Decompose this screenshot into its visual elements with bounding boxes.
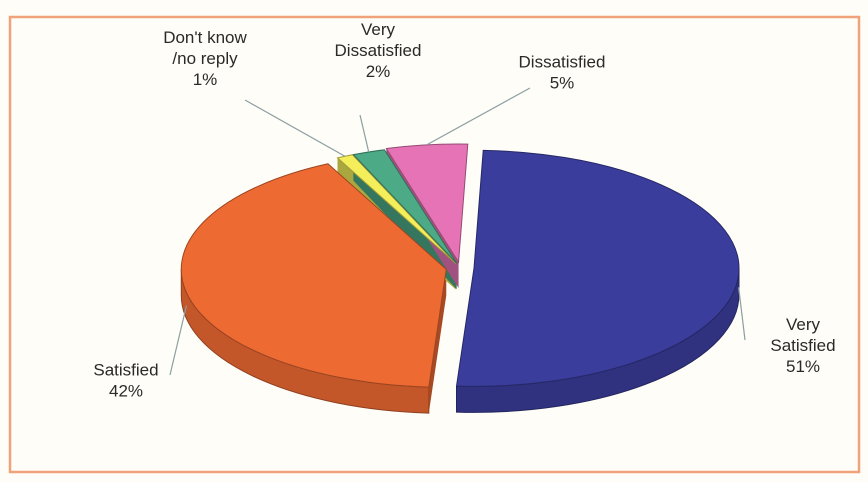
slice-label-3: Dissatisfied (335, 41, 422, 60)
leader-lines (169, 87, 746, 376)
slice-value-label-4: 5% (550, 74, 575, 93)
slice-value-label-3: 2% (366, 62, 391, 81)
slice-value-label-2: 1% (193, 70, 218, 89)
leader-line-2 (244, 99, 346, 157)
slice-4 (385, 143, 469, 264)
slice-label-0: Very (786, 315, 821, 334)
slices-top (180, 143, 740, 388)
slice-value-label-1: 42% (109, 382, 143, 401)
slice-labels: Very Satisfied 51% Satisfied 42% Don't know/n… (93, 20, 835, 401)
slice-value-label-0: 51% (786, 357, 820, 376)
leader-line-1 (169, 305, 188, 376)
leader-line-4 (426, 87, 531, 146)
slice-1 (180, 163, 447, 388)
slice-label-1: Satisfied (93, 361, 158, 380)
slice-label-3: Very (361, 20, 396, 39)
slice-face-1 (428, 269, 447, 414)
slice-label-0: Satisfied (770, 336, 835, 355)
slice-label-4: Dissatisfied (519, 53, 606, 72)
frame-border (8, 15, 861, 474)
slice-label-2: /no reply (172, 49, 238, 68)
slice-label-2: Don't know (163, 28, 247, 47)
slice-0 (455, 149, 740, 387)
leader-line-0 (738, 287, 746, 341)
leader-line-3 (359, 114, 370, 153)
